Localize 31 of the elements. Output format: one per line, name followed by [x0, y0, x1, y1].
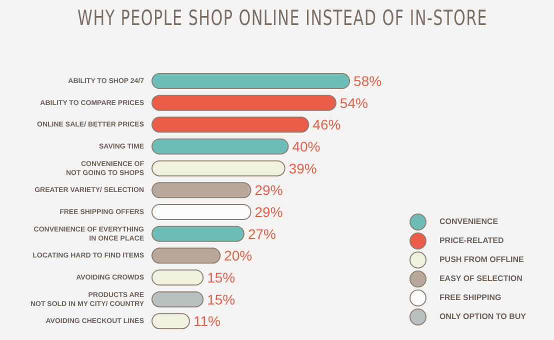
- data-label: 58%: [354, 72, 382, 89]
- data-label: 20%: [224, 248, 252, 264]
- bar: [152, 248, 221, 264]
- legend-label: PUSH FROM OFFLINE: [439, 255, 524, 264]
- data-label: 54%: [340, 94, 368, 111]
- bar: [152, 226, 244, 242]
- bar: [152, 94, 336, 111]
- bar: [152, 182, 252, 198]
- bar: [152, 204, 252, 220]
- data-label: 39%: [288, 160, 317, 176]
- legend-label: ONLY OPTION TO BUY: [439, 312, 526, 321]
- data-label: 29%: [254, 182, 283, 198]
- legend-label: EASY OF SELECTION: [439, 274, 522, 283]
- bar: [152, 160, 286, 176]
- chart-title: WHY PEOPLE SHOP ONLINE INSTEAD OF IN-STORE: [78, 6, 488, 30]
- bar: [152, 72, 350, 89]
- data-label: 27%: [248, 226, 276, 242]
- bar: [152, 313, 190, 330]
- legend-label: PRICE-RELATED: [439, 236, 504, 245]
- bar: [152, 138, 289, 154]
- data-label: 46%: [312, 116, 341, 133]
- data-label: 15%: [207, 269, 236, 286]
- bar: [152, 116, 310, 133]
- bar: [152, 269, 204, 286]
- data-label: 40%: [292, 138, 320, 154]
- data-label: 29%: [254, 204, 283, 220]
- data-label: 11%: [193, 313, 220, 330]
- bar: [152, 291, 204, 308]
- legend-label: CONVENIENCE: [439, 217, 498, 226]
- data-label: 15%: [207, 291, 236, 308]
- legend-label: FREE SHIPPING: [439, 293, 502, 302]
